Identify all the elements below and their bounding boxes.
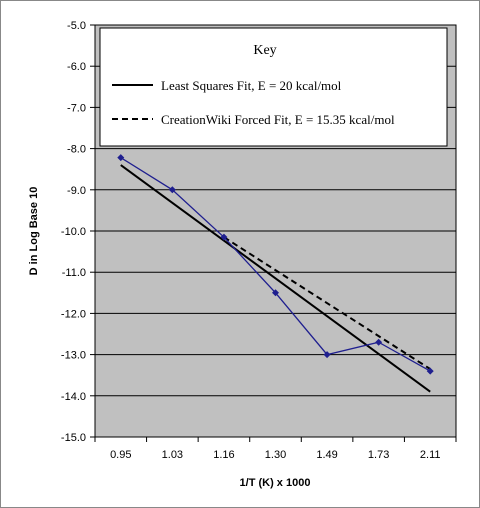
- x-tick-label: 1.49: [316, 449, 337, 461]
- data-point: [375, 338, 383, 346]
- legend-title: Key: [253, 43, 276, 58]
- y-axis-title: D in Log Base 10: [28, 187, 40, 276]
- y-tick-label: -9.0: [67, 185, 86, 197]
- series-line-least_squares: [120, 164, 431, 393]
- data-point: [272, 289, 279, 297]
- data-point: [426, 367, 434, 375]
- y-tick-label: -10.0: [61, 226, 86, 238]
- series-line-forced_fit: [223, 236, 431, 370]
- y-tick-label: -11.0: [62, 267, 86, 279]
- legend-box: [99, 27, 448, 147]
- x-axis-tick-labels: 0.95 1.03 1.16 1.30 1.49 1.73 2.11: [94, 437, 457, 461]
- x-axis-title: 1/T (K) x 1000: [240, 477, 311, 489]
- legend-label-forced-fit: CreationWiki Forced Fit, E = 15.35 kcal/…: [161, 112, 395, 127]
- data-point: [220, 233, 228, 241]
- x-tick-label: 1.16: [213, 449, 234, 461]
- x-tick-label: 1.73: [368, 449, 389, 461]
- y-tick-label: -12.0: [61, 308, 86, 320]
- data-point: [323, 351, 331, 359]
- x-tick-label: 2.11: [420, 449, 441, 461]
- y-tick-label: -8.0: [67, 144, 86, 156]
- plot-frame: [94, 24, 457, 438]
- y-tick-label: -13.0: [61, 350, 86, 362]
- series-layer: [117, 154, 434, 393]
- x-tick-label: 1.30: [265, 449, 286, 461]
- y-tick-label: -14.0: [61, 391, 86, 403]
- legend: Key Least Squares Fit, E = 20 kcal/mol C…: [99, 27, 448, 147]
- legend-label-least-squares: Least Squares Fit, E = 20 kcal/mol: [161, 78, 342, 93]
- y-tick-label: -7.0: [67, 102, 86, 114]
- x-tick-label: 1.03: [162, 449, 183, 461]
- data-point: [168, 186, 176, 194]
- x-tick-label: 0.95: [110, 449, 131, 461]
- y-tick-label: -15.0: [61, 432, 86, 444]
- data-point: [117, 154, 125, 162]
- y-tick-label: -6.0: [67, 61, 86, 73]
- y-axis-tick-labels: -5.0 -6.0 -7.0 -8.0 -9.0 -10.0 -11.0 -12.0 -13.0…: [61, 20, 95, 444]
- y-tick-label: -5.0: [67, 20, 86, 32]
